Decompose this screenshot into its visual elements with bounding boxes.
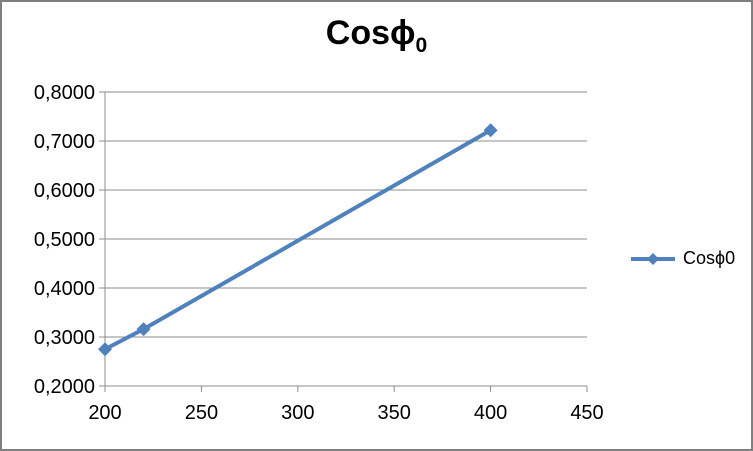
data-point-marker bbox=[98, 342, 112, 357]
y-axis-tick-label: 0,8000 bbox=[34, 82, 95, 104]
y-axis-tick-label: 0,6000 bbox=[34, 180, 95, 202]
legend: Cosϕ0 bbox=[630, 248, 735, 269]
chart-title-text: Cosϕ bbox=[325, 14, 416, 52]
y-axis-tick-label: 0,4000 bbox=[34, 278, 95, 300]
x-axis-tick-label: 350 bbox=[378, 402, 411, 424]
chart-title-subscript: 0 bbox=[415, 33, 428, 57]
series-line bbox=[103, 128, 493, 352]
legend-label: Cosϕ0 bbox=[683, 248, 736, 268]
y-axis-tick-label: 0,7000 bbox=[34, 131, 95, 153]
data-point-marker bbox=[136, 322, 151, 337]
legend-key-icon bbox=[631, 252, 675, 265]
y-axis-tick-label: 0,2000 bbox=[34, 376, 95, 398]
x-axis-tick-label: 200 bbox=[88, 402, 121, 424]
x-axis-tick-label: 450 bbox=[570, 402, 603, 424]
chart-title: Cosϕ0 bbox=[2, 14, 751, 56]
y-axis-tick-label: 0,3000 bbox=[34, 327, 95, 349]
x-axis-tick-label: 250 bbox=[185, 402, 218, 424]
x-axis-tick-label: 300 bbox=[281, 402, 314, 424]
data-point-marker bbox=[483, 123, 498, 138]
y-axis-tick-label: 0,5000 bbox=[34, 229, 95, 251]
x-axis-tick-label: 400 bbox=[474, 402, 507, 424]
legend-diamond-marker-icon bbox=[647, 252, 659, 265]
